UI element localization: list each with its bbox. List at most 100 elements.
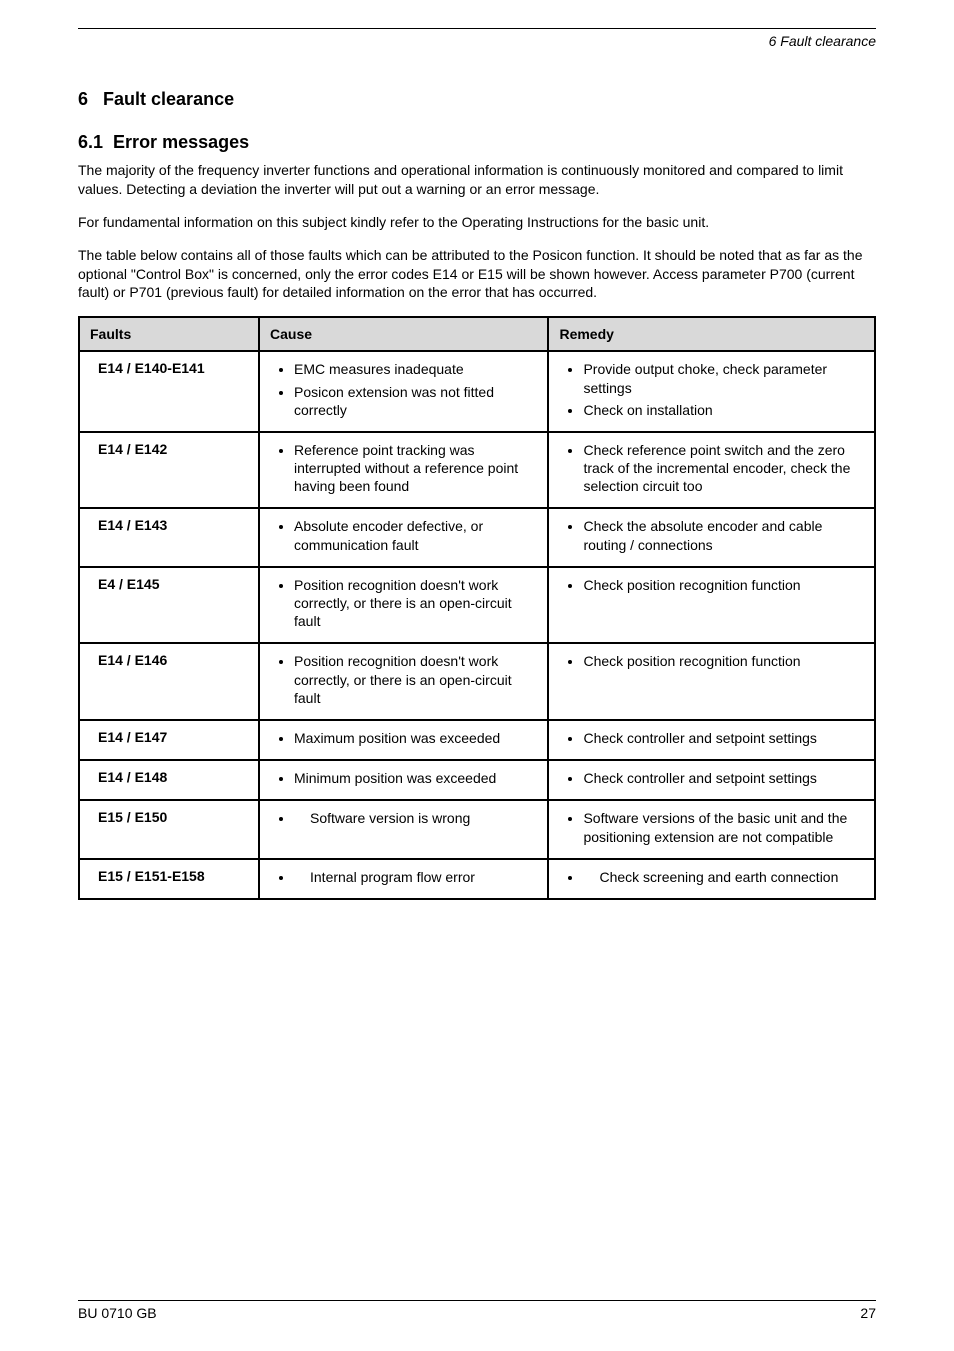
col-header-cause: Cause [259,317,548,351]
table-row: E15 / E151-E158 Internal program flow err… [79,859,875,899]
list-item: Check position recognition function [583,652,864,670]
list-item: Posicon extension was not fitted correct… [294,383,537,419]
cause-list: EMC measures inadequate Posicon extension… [270,360,537,419]
remedy-cell: Provide output choke, check parameter se… [548,351,875,432]
remedy-list: Check position recognition function [559,576,864,594]
remedy-cell: Check controller and setpoint settings [548,720,875,760]
remedy-cell: Check screening and earth connection [548,859,875,899]
table-row: E14 / E148 Minimum position was exceeded C… [79,760,875,800]
cause-list: Maximum position was exceeded [270,729,537,747]
table-row: E14 / E146 Position recognition doesn't w… [79,643,875,720]
section-number: 6 [78,89,88,109]
cause-list: Position recognition doesn't work correc… [270,652,537,707]
remedy-list: Software versions of the basic unit and … [559,809,864,845]
cause-list: Position recognition doesn't work correc… [270,576,537,631]
cause-cell: Reference point tracking was interrupted… [259,432,548,509]
remedy-list: Check controller and setpoint settings [559,769,864,787]
fault-table: Faults Cause Remedy E14 / E140-E141 EMC m… [78,316,876,900]
footer-left: BU 0710 GB [78,1305,157,1321]
fault-code-cell: E4 / E145 [79,567,259,644]
list-item: Check the absolute encoder and cable rou… [583,517,864,553]
table-row: E14 / E143 Absolute encoder defective, or… [79,508,875,566]
section-title: Fault clearance [103,89,234,109]
fault-code: E15 / E150 [90,809,248,825]
remedy-cell: Check controller and setpoint settings [548,760,875,800]
col-header-faults: Faults [79,317,259,351]
subsection-heading: 6.1 Error messages [78,132,876,153]
cause-list: Internal program flow error [270,868,537,886]
fault-code-cell: E14 / E143 [79,508,259,566]
table-header-row: Faults Cause Remedy [79,317,875,351]
fault-code-cell: E14 / E147 [79,720,259,760]
remedy-list: Check screening and earth connection [559,868,864,886]
fault-code-cell: E15 / E150 [79,800,259,858]
remedy-list: Check position recognition function [559,652,864,670]
table-row: E14 / E140-E141 EMC measures inadequate Po… [79,351,875,432]
cause-list: Software version is wrong [270,809,537,827]
cause-list: Minimum position was exceeded [270,769,537,787]
list-item: Software versions of the basic unit and … [583,809,864,845]
table-row: E14 / E147 Maximum position was exceeded C… [79,720,875,760]
list-item: Reference point tracking was interrupted… [294,441,537,496]
list-item: Check position recognition function [583,576,864,594]
cause-list: Reference point tracking was interrupted… [270,441,537,496]
cause-cell: Internal program flow error [259,859,548,899]
remedy-cell: Check position recognition function [548,567,875,644]
list-item: Minimum position was exceeded [294,769,537,787]
remedy-list: Check reference point switch and the zer… [559,441,864,496]
fault-code: E14 / E147 [90,729,248,745]
paragraph: The table below contains all of those fa… [78,246,876,303]
fault-code: E14 / E140-E141 [90,360,248,376]
subsection-title: Error messages [113,132,249,152]
list-item: Provide output choke, check parameter se… [583,360,864,396]
list-item: Position recognition doesn't work correc… [294,576,537,631]
fault-code-cell: E15 / E151-E158 [79,859,259,899]
list-item: Internal program flow error [294,868,537,886]
list-item: Absolute encoder defective, or communica… [294,517,537,553]
header-rule [78,28,876,29]
subsection-number: 6.1 [78,132,103,152]
remedy-cell: Software versions of the basic unit and … [548,800,875,858]
cause-cell: Software version is wrong [259,800,548,858]
list-item: Check on installation [583,401,864,419]
fault-code: E14 / E148 [90,769,248,785]
cause-cell: Position recognition doesn't work correc… [259,567,548,644]
table-row: E15 / E150 Software version is wrong Softw… [79,800,875,858]
remedy-list: Provide output choke, check parameter se… [559,360,864,419]
paragraph: For fundamental information on this subj… [78,213,876,232]
remedy-cell: Check reference point switch and the zer… [548,432,875,509]
fault-code: E4 / E145 [90,576,248,592]
cause-cell: Absolute encoder defective, or communica… [259,508,548,566]
cause-cell: EMC measures inadequate Posicon extension… [259,351,548,432]
list-item: Check controller and setpoint settings [583,769,864,787]
fault-code-cell: E14 / E146 [79,643,259,720]
list-item: Check screening and earth connection [583,868,864,886]
fault-code-cell: E14 / E142 [79,432,259,509]
table-row: E14 / E142 Reference point tracking was i… [79,432,875,509]
section-heading: 6 Fault clearance [78,89,876,110]
fault-code: E14 / E142 [90,441,248,457]
fault-code: E14 / E143 [90,517,248,533]
fault-code: E15 / E151-E158 [90,868,248,884]
running-header: 6 Fault clearance [78,33,876,55]
page-footer: BU 0710 GB 27 [78,1300,876,1321]
paragraph: The majority of the frequency inverter f… [78,161,876,199]
list-item: EMC measures inadequate [294,360,537,378]
list-item: Software version is wrong [294,809,537,827]
cause-cell: Minimum position was exceeded [259,760,548,800]
cause-cell: Maximum position was exceeded [259,720,548,760]
page: 6 Fault clearance 6 Fault clearance 6.1 … [0,0,954,1351]
list-item: Position recognition doesn't work correc… [294,652,537,707]
list-item: Maximum position was exceeded [294,729,537,747]
fault-code: E14 / E146 [90,652,248,668]
list-item: Check reference point switch and the zer… [583,441,864,496]
fault-table-body: E14 / E140-E141 EMC measures inadequate Po… [79,351,875,899]
cause-cell: Position recognition doesn't work correc… [259,643,548,720]
fault-code-cell: E14 / E140-E141 [79,351,259,432]
remedy-cell: Check position recognition function [548,643,875,720]
list-item: Check controller and setpoint settings [583,729,864,747]
fault-code-cell: E14 / E148 [79,760,259,800]
cause-list: Absolute encoder defective, or communica… [270,517,537,553]
table-row: E4 / E145 Position recognition doesn't wo… [79,567,875,644]
col-header-remedy: Remedy [548,317,875,351]
